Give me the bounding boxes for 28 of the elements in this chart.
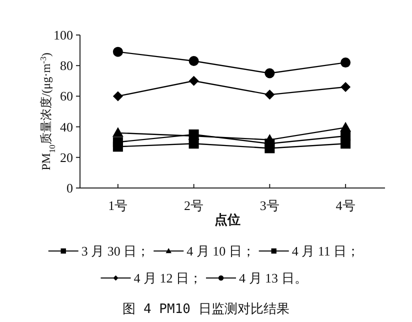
x-tick-label: 4号 [336, 198, 356, 213]
point [112, 91, 123, 102]
y-tick-label: 0 [66, 180, 73, 196]
point [188, 56, 199, 66]
point [112, 137, 123, 148]
legend-label: 4 月 11 日； [292, 244, 360, 258]
point [112, 46, 123, 57]
legend-label: 4 月 12 日； [134, 270, 202, 286]
point [264, 138, 275, 149]
legend-label: 4 月 13 日。 [239, 270, 308, 286]
y-tick-label: 40 [60, 119, 73, 134]
y-tick-label: 60 [60, 88, 73, 104]
x-axis-title: 点位 [214, 212, 240, 227]
y-tick-label: 100 [54, 28, 73, 42]
text: 图 4 PM10 日监测对比结果 [122, 302, 290, 317]
point [188, 76, 199, 86]
legend-label: 4 月 10 日； [186, 244, 255, 258]
point [340, 58, 351, 68]
point [264, 90, 275, 100]
point [340, 82, 351, 92]
point [264, 68, 275, 78]
y-tick-label: 80 [60, 58, 73, 74]
legend-label: 3 月 30 日； [81, 244, 150, 258]
y-tick-label: 20 [60, 150, 73, 165]
point [112, 127, 124, 137]
x-tick-label: 1号 [108, 198, 128, 213]
x-tick-label: 3号 [260, 198, 280, 213]
x-tick-label: 2号 [184, 198, 204, 213]
